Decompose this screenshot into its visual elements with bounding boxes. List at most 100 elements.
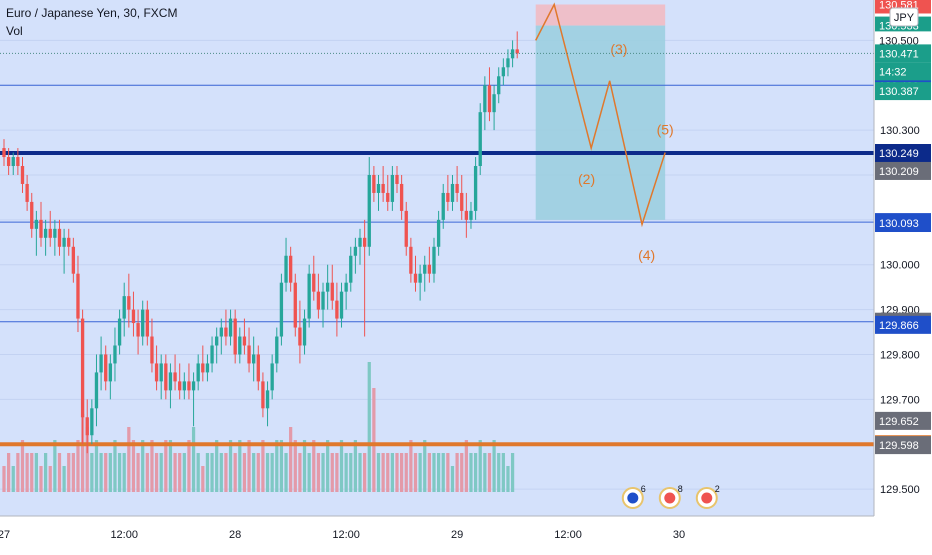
candle[interactable] [376,183,381,193]
elliott-wave[interactable] [535,2,666,228]
candle[interactable] [154,363,159,382]
candle[interactable] [191,381,196,391]
candle[interactable] [224,327,228,337]
candle[interactable] [284,255,288,283]
candle[interactable] [233,318,237,355]
candle[interactable] [265,390,270,409]
candle[interactable] [67,237,71,247]
candle[interactable] [423,264,427,274]
candle[interactable] [321,291,325,310]
candle[interactable] [247,345,251,364]
candle[interactable] [261,381,265,409]
candle[interactable] [30,201,34,229]
candle[interactable] [353,246,358,256]
candle[interactable] [238,336,242,355]
candle[interactable] [275,336,279,364]
candle[interactable] [85,417,89,436]
currency-badge[interactable] [889,7,919,27]
candle[interactable] [330,282,334,301]
candle[interactable] [76,273,80,319]
candle[interactable] [150,336,154,364]
candle[interactable] [372,174,376,193]
candle[interactable] [168,372,173,391]
candle[interactable] [80,318,85,418]
candle[interactable] [436,219,441,247]
candle[interactable] [492,94,496,113]
candle[interactable] [427,264,432,274]
candle[interactable] [418,273,422,283]
candle[interactable] [483,85,487,113]
candle[interactable] [293,282,297,328]
candle[interactable] [312,273,316,292]
candle[interactable] [478,112,482,167]
candle[interactable] [464,210,469,220]
candle[interactable] [395,174,399,184]
candle[interactable] [409,246,413,274]
candle[interactable] [302,318,307,346]
candle[interactable] [455,183,459,193]
candle[interactable] [16,157,20,167]
candle[interactable] [432,246,436,274]
candle[interactable] [20,166,25,184]
candle[interactable] [506,58,510,68]
candle[interactable] [113,345,117,364]
candle[interactable] [404,210,408,247]
candle[interactable] [34,219,39,229]
candle[interactable] [362,237,367,247]
candle[interactable] [358,237,362,247]
candle[interactable] [270,363,274,391]
candle[interactable] [25,183,29,202]
candle[interactable] [201,363,205,373]
candle[interactable] [173,372,177,382]
candle[interactable] [469,210,473,220]
candle[interactable] [339,291,344,319]
candle[interactable] [497,76,501,95]
candle[interactable] [307,273,311,319]
candle[interactable] [386,192,390,202]
candle[interactable] [182,381,186,391]
candle[interactable] [71,246,76,274]
candle[interactable] [104,354,108,382]
candle[interactable] [127,296,131,310]
candle[interactable] [164,363,168,391]
candle[interactable] [187,381,191,391]
candle[interactable] [145,309,149,337]
candle[interactable] [90,408,94,436]
candle[interactable] [349,255,353,283]
candle[interactable] [316,291,321,310]
candle[interactable] [210,345,214,364]
candle[interactable] [108,363,113,382]
candle[interactable] [2,148,6,158]
candle[interactable] [413,273,418,283]
candle[interactable] [117,318,122,346]
candle[interactable] [446,192,450,202]
candle[interactable] [136,323,140,337]
candle[interactable] [141,309,145,337]
candle[interactable] [94,372,99,409]
candle[interactable] [43,228,48,238]
candle[interactable] [39,219,43,238]
candle[interactable] [390,174,395,202]
candle[interactable] [122,296,126,319]
candle[interactable] [367,174,371,247]
candle[interactable] [62,237,66,247]
candle[interactable] [288,255,293,283]
candle[interactable] [450,183,455,202]
candle[interactable] [510,49,515,59]
candle[interactable] [131,309,136,324]
candle[interactable] [205,363,210,373]
candle[interactable] [159,363,163,382]
candle[interactable] [219,327,223,337]
candle[interactable] [256,354,260,382]
candle[interactable] [325,282,330,292]
candle[interactable] [196,363,200,382]
candle[interactable] [501,67,506,77]
candle[interactable] [279,282,284,337]
candle[interactable] [441,192,445,220]
candle[interactable] [252,354,256,364]
candle[interactable] [178,381,182,391]
candle[interactable] [298,327,302,346]
candle[interactable] [242,336,247,346]
candle[interactable] [487,85,492,113]
candle[interactable] [99,354,103,373]
